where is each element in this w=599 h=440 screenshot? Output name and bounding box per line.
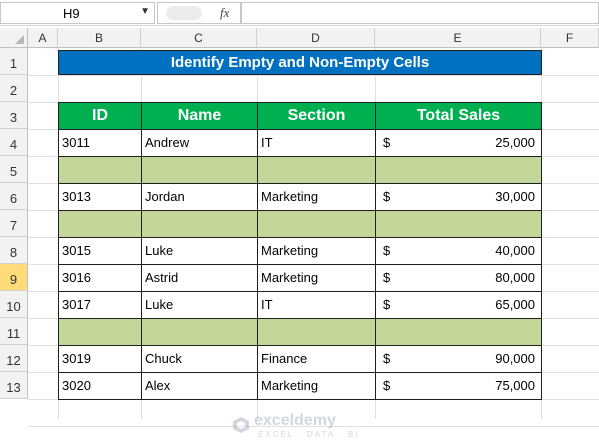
row-header-12[interactable]: 12 <box>0 345 28 372</box>
currency-symbol: $ <box>383 135 391 150</box>
cell-id[interactable] <box>58 318 142 346</box>
cell-name[interactable]: Andrew <box>141 129 258 157</box>
watermark-name: exceldemy <box>254 412 336 429</box>
chevron-down-icon[interactable]: ▼ <box>140 6 150 17</box>
resize-handle[interactable] <box>166 6 202 20</box>
column-header-e[interactable]: E <box>375 28 541 48</box>
cell-id[interactable]: 3011 <box>58 129 142 157</box>
cell-name[interactable]: Luke <box>141 291 258 319</box>
cell-id[interactable] <box>58 210 142 238</box>
cell-name[interactable]: Luke <box>141 237 258 265</box>
cell-name[interactable]: Astrid <box>141 264 258 292</box>
sales-amount: 75,000 <box>495 378 535 393</box>
row-header-10[interactable]: 10 <box>0 291 28 318</box>
sales-amount: 90,000 <box>495 351 535 366</box>
formula-bar-controls: fx <box>157 2 241 24</box>
gridline-horizontal <box>28 75 599 76</box>
cell-section[interactable]: Marketing <box>257 264 376 292</box>
cell-total-sales[interactable] <box>375 210 542 238</box>
header-section[interactable]: Section <box>257 102 376 130</box>
sales-amount: 80,000 <box>495 270 535 285</box>
select-all-icon <box>15 35 24 44</box>
row-header-11[interactable]: 11 <box>0 318 28 345</box>
row-header-5[interactable]: 5 <box>0 156 28 183</box>
formula-input[interactable] <box>241 2 599 24</box>
insert-function-icon[interactable]: fx <box>220 5 230 20</box>
cell-id[interactable] <box>58 156 142 184</box>
cell-name[interactable] <box>141 210 258 238</box>
row-header-13[interactable]: 13 <box>0 372 28 399</box>
cell-total-sales[interactable]: $65,000 <box>375 291 542 319</box>
cell-total-sales[interactable] <box>375 156 542 184</box>
header-id[interactable]: ID <box>58 102 142 130</box>
column-header-d[interactable]: D <box>257 28 375 48</box>
formula-bar: H9 ▼ fx <box>0 0 599 26</box>
cell-id[interactable]: 3020 <box>58 372 142 400</box>
cell-total-sales[interactable] <box>375 318 542 346</box>
row-header-2[interactable]: 2 <box>0 75 28 102</box>
sales-amount: 30,000 <box>495 189 535 204</box>
cell-total-sales[interactable]: $90,000 <box>375 345 542 373</box>
select-all-button[interactable] <box>0 28 28 48</box>
row-header-7[interactable]: 7 <box>0 210 28 237</box>
column-header-a[interactable]: A <box>28 28 58 48</box>
watermark: exceldemy EXCEL · DATA · BI <box>232 412 372 440</box>
currency-symbol: $ <box>383 351 391 366</box>
row-header-9[interactable]: 9 <box>0 264 28 291</box>
exceldemy-logo-icon <box>233 417 249 433</box>
cell-section[interactable]: Marketing <box>257 237 376 265</box>
sales-amount: 40,000 <box>495 243 535 258</box>
cell-name[interactable] <box>141 318 258 346</box>
cell-section[interactable]: Marketing <box>257 372 376 400</box>
watermark-tagline: EXCEL · DATA · BI <box>258 430 360 439</box>
cell-id[interactable]: 3015 <box>58 237 142 265</box>
name-box-value: H9 <box>63 6 80 21</box>
cell-id[interactable]: 3019 <box>58 345 142 373</box>
sales-amount: 65,000 <box>495 297 535 312</box>
row-header-4[interactable]: 4 <box>0 129 28 156</box>
cell-total-sales[interactable]: $80,000 <box>375 264 542 292</box>
header-name[interactable]: Name <box>141 102 258 130</box>
cell-name[interactable]: Alex <box>141 372 258 400</box>
cell-total-sales[interactable]: $25,000 <box>375 129 542 157</box>
name-box[interactable]: H9 ▼ <box>0 2 155 24</box>
cell-section[interactable]: IT <box>257 129 376 157</box>
cell-name[interactable] <box>141 156 258 184</box>
currency-symbol: $ <box>383 297 391 312</box>
column-header-f[interactable]: F <box>541 28 599 48</box>
cell-name[interactable]: Chuck <box>141 345 258 373</box>
currency-symbol: $ <box>383 270 391 285</box>
gridline-horizontal <box>28 426 599 427</box>
cell-total-sales[interactable]: $30,000 <box>375 183 542 211</box>
cell-id[interactable]: 3017 <box>58 291 142 319</box>
currency-symbol: $ <box>383 378 391 393</box>
cell-total-sales[interactable]: $40,000 <box>375 237 542 265</box>
cell-total-sales[interactable]: $75,000 <box>375 372 542 400</box>
column-header-b[interactable]: B <box>58 28 141 48</box>
row-header-6[interactable]: 6 <box>0 183 28 210</box>
currency-symbol: $ <box>383 243 391 258</box>
cell-section[interactable] <box>257 210 376 238</box>
cell-section[interactable]: Finance <box>257 345 376 373</box>
sales-amount: 25,000 <box>495 135 535 150</box>
header-total-sales[interactable]: Total Sales <box>375 102 542 130</box>
row-header-1[interactable]: 1 <box>0 48 28 75</box>
sheet-title[interactable]: Identify Empty and Non-Empty Cells <box>58 50 542 75</box>
cell-section[interactable] <box>257 156 376 184</box>
cell-section[interactable] <box>257 318 376 346</box>
row-header-3[interactable]: 3 <box>0 102 28 129</box>
column-header-c[interactable]: C <box>141 28 257 48</box>
cell-section[interactable]: Marketing <box>257 183 376 211</box>
cell-name[interactable]: Jordan <box>141 183 258 211</box>
row-header-8[interactable]: 8 <box>0 237 28 264</box>
cell-section[interactable]: IT <box>257 291 376 319</box>
cell-id[interactable]: 3013 <box>58 183 142 211</box>
currency-symbol: $ <box>383 189 391 204</box>
cell-id[interactable]: 3016 <box>58 264 142 292</box>
